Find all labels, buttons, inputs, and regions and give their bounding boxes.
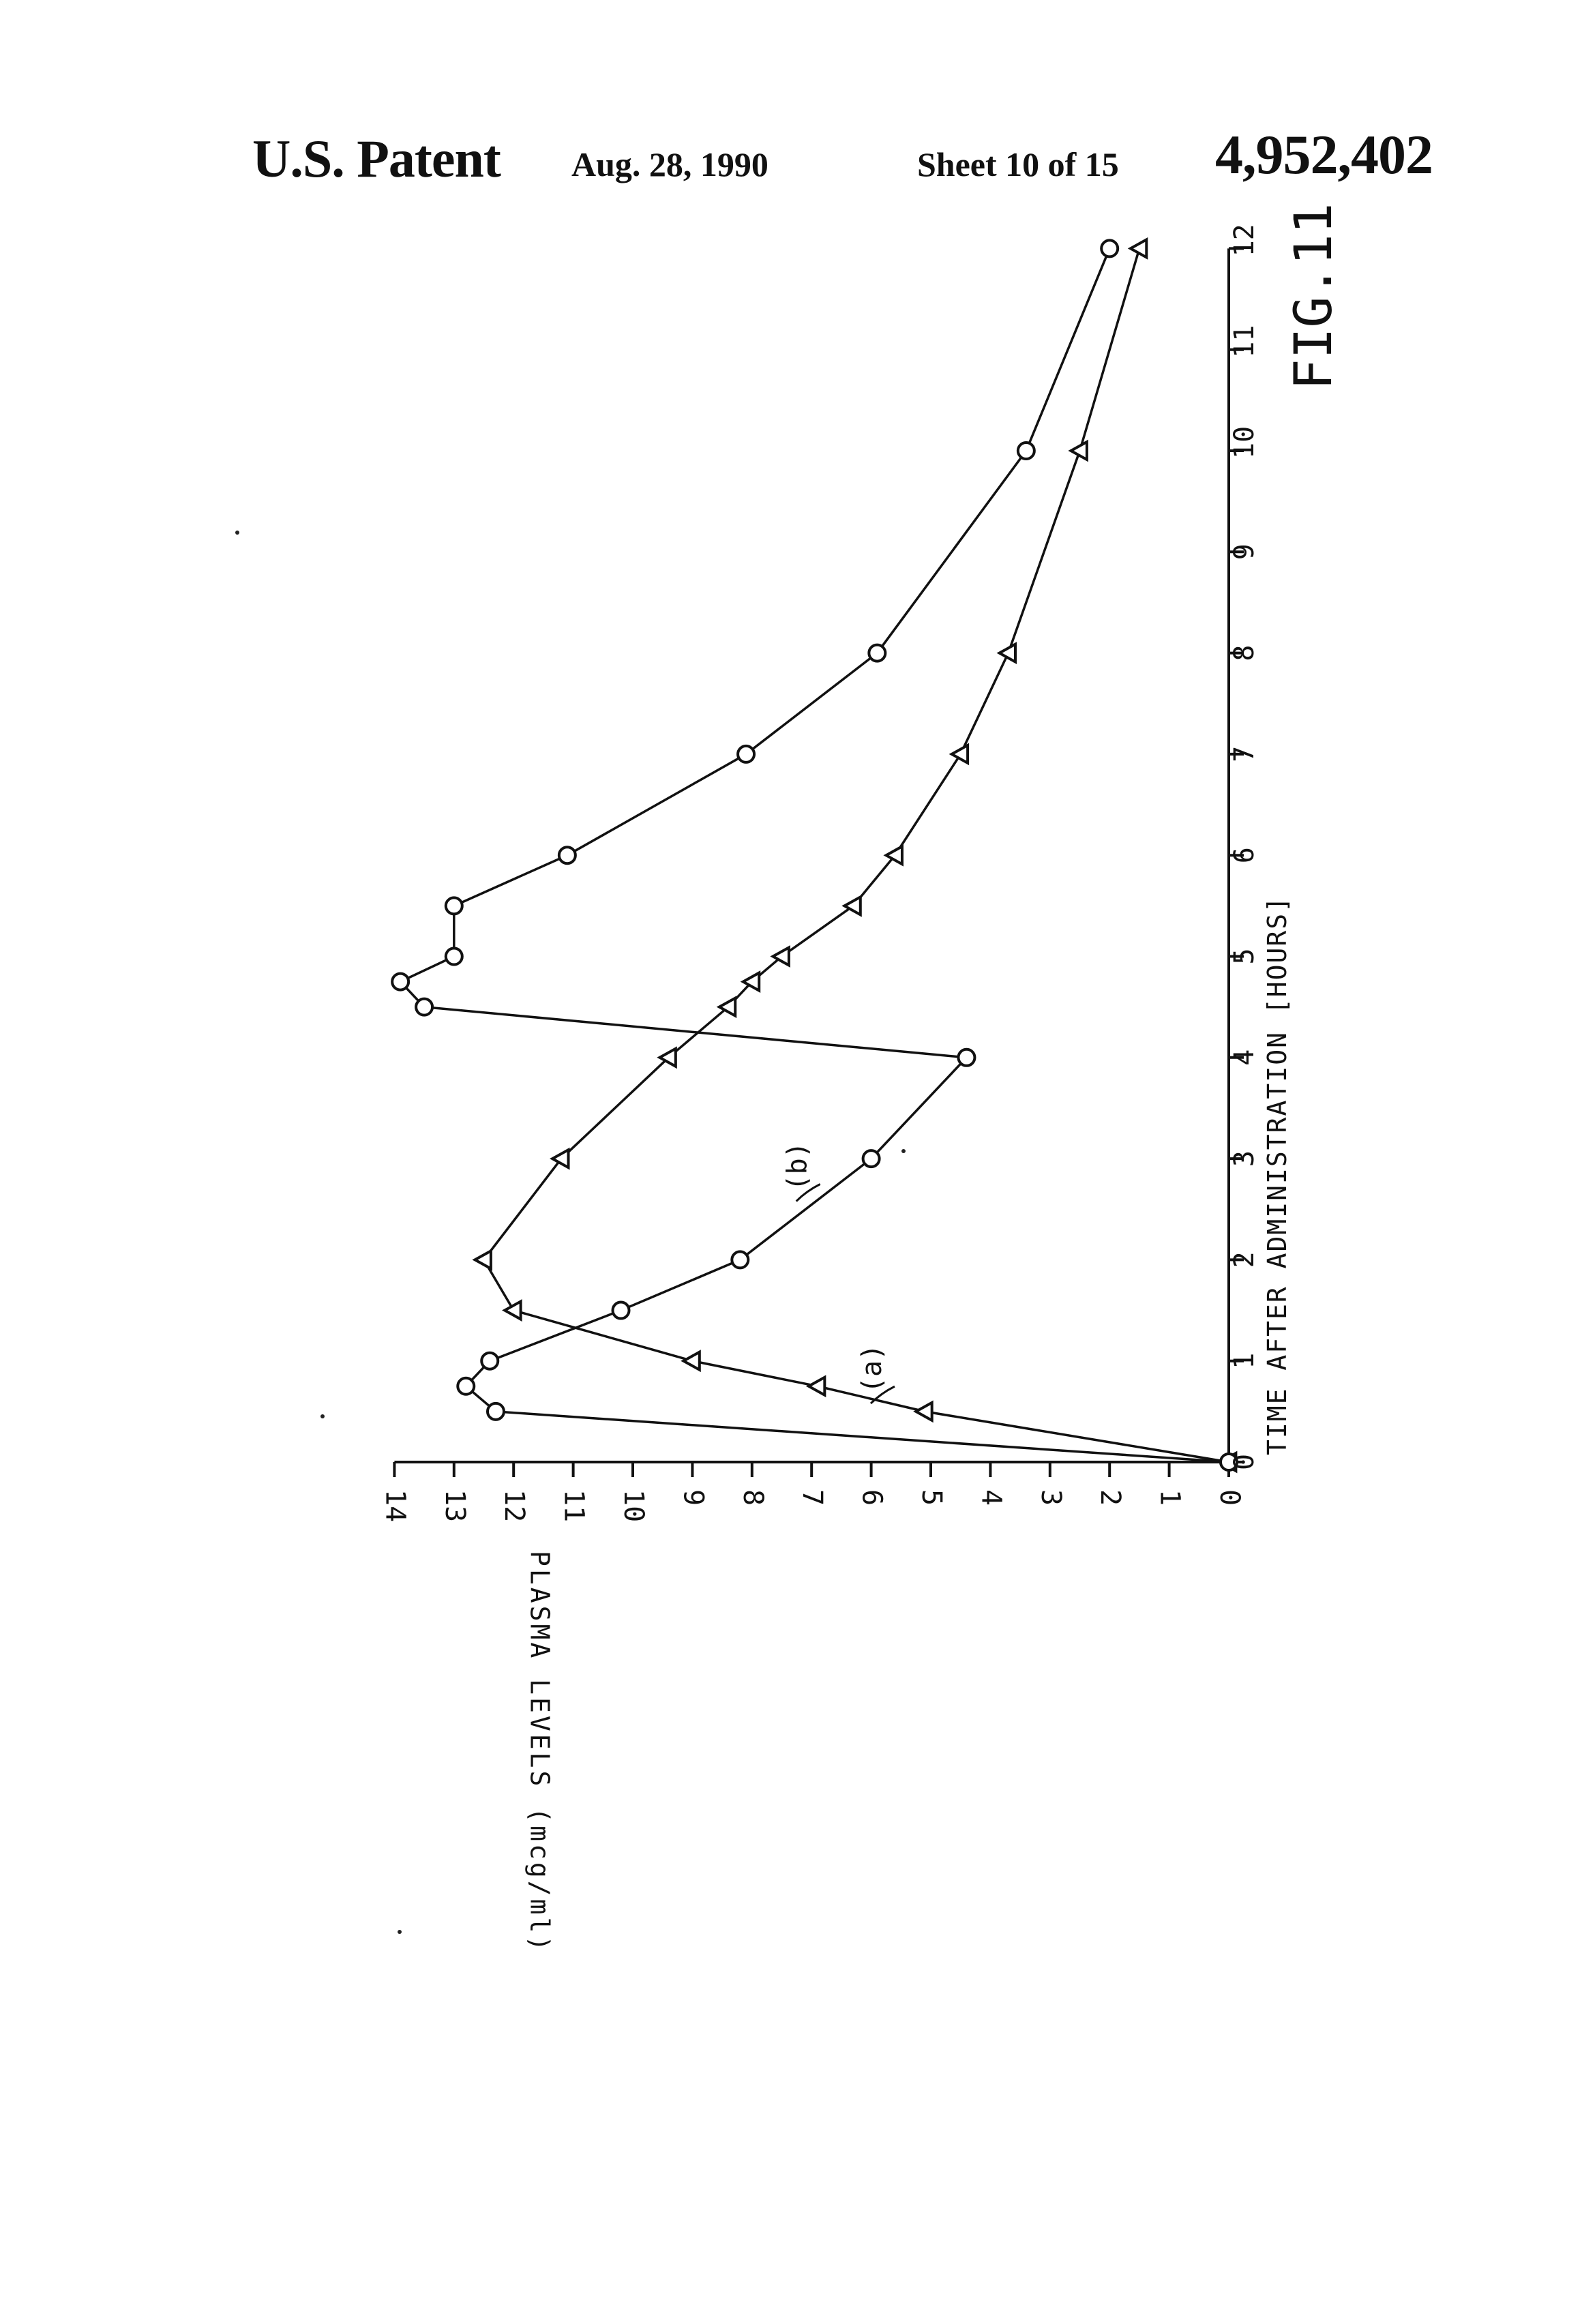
- point-a-4: [505, 1302, 520, 1320]
- time-tick-label-4: 4: [1229, 1049, 1260, 1066]
- plasma-tick-label-6: 6: [856, 1489, 888, 1506]
- point-a-14: [1000, 644, 1015, 662]
- point-a-1: [916, 1403, 931, 1420]
- plasma-tick-label-9: 9: [677, 1489, 708, 1506]
- point-b-11: [446, 897, 462, 914]
- plasma-tick-label-1: 1: [1154, 1489, 1186, 1506]
- time-tick-label-5: 5: [1229, 948, 1260, 964]
- point-a-15: [1071, 442, 1087, 460]
- plasma-tick-label-11: 11: [558, 1489, 590, 1522]
- series-lines: [400, 248, 1229, 1462]
- time-tick-label-11: 11: [1229, 325, 1260, 358]
- series-a-label: (a): [856, 1344, 888, 1393]
- scan-speck: [320, 1414, 325, 1418]
- series-line-1: [400, 248, 1229, 1462]
- plasma-tick-label-10: 10: [618, 1489, 649, 1522]
- point-b-14: [869, 645, 885, 661]
- point-a-5: [475, 1251, 491, 1268]
- point-b-16: [1101, 240, 1118, 256]
- point-b-7: [958, 1049, 974, 1066]
- plasma-tick-label-8: 8: [737, 1489, 768, 1506]
- point-b-9: [392, 974, 408, 990]
- chart-labels: 012345678910111213140123456789101112TIME…: [379, 203, 1343, 1954]
- point-b-15: [1018, 443, 1034, 459]
- time-axis-title: TIME AFTER ADMINISTRATION [HOURS]: [1262, 895, 1292, 1455]
- point-a-11: [844, 897, 860, 914]
- scan-speck: [398, 1930, 402, 1934]
- axes: [394, 248, 1244, 1477]
- point-b-10: [446, 949, 462, 965]
- point-b-2: [458, 1378, 474, 1395]
- plasma-tick-label-3: 3: [1035, 1489, 1066, 1506]
- plasma-tick-label-0: 0: [1214, 1489, 1245, 1506]
- plasma-tick-label-5: 5: [916, 1489, 947, 1506]
- series-b-label: (b): [782, 1142, 814, 1191]
- plasma-axis-title: PLASMA LEVELS (mcg/ml): [524, 1551, 554, 1954]
- plasma-tick-label-13: 13: [439, 1489, 471, 1522]
- point-b-8: [416, 999, 432, 1015]
- plasma-tick-label-12: 12: [498, 1489, 530, 1522]
- time-tick-label-6: 6: [1229, 847, 1260, 863]
- point-b-1: [488, 1403, 504, 1420]
- point-a-3: [683, 1352, 699, 1370]
- time-tick-label-3: 3: [1229, 1150, 1260, 1167]
- point-b-12: [559, 847, 576, 863]
- plasma-tick-label-14: 14: [379, 1489, 411, 1522]
- figure-title: FIG.11: [1283, 203, 1343, 390]
- point-a-6: [552, 1150, 568, 1167]
- point-b-5: [732, 1251, 748, 1268]
- time-tick-label-0: 0: [1229, 1454, 1260, 1470]
- series-markers: [392, 239, 1237, 1471]
- time-tick-label-10: 10: [1229, 426, 1260, 459]
- scan-speck: [901, 1149, 906, 1153]
- point-b-13: [738, 746, 754, 762]
- time-tick-label-1: 1: [1229, 1353, 1260, 1369]
- time-tick-label-9: 9: [1229, 543, 1260, 560]
- series-line-0: [484, 248, 1229, 1462]
- plasma-tick-label-2: 2: [1094, 1489, 1126, 1506]
- time-tick-label-8: 8: [1229, 645, 1260, 661]
- time-tick-label-12: 12: [1229, 224, 1260, 256]
- point-a-13: [952, 745, 968, 763]
- point-b-3: [481, 1353, 498, 1369]
- time-tick-label-2: 2: [1229, 1251, 1260, 1268]
- point-b-6: [863, 1150, 880, 1167]
- time-tick-label-7: 7: [1229, 746, 1260, 762]
- plasma-tick-label-7: 7: [796, 1489, 828, 1506]
- plasma-tick-label-4: 4: [975, 1489, 1006, 1506]
- scan-speck: [235, 531, 239, 535]
- point-b-4: [613, 1302, 629, 1319]
- point-a-2: [809, 1377, 824, 1395]
